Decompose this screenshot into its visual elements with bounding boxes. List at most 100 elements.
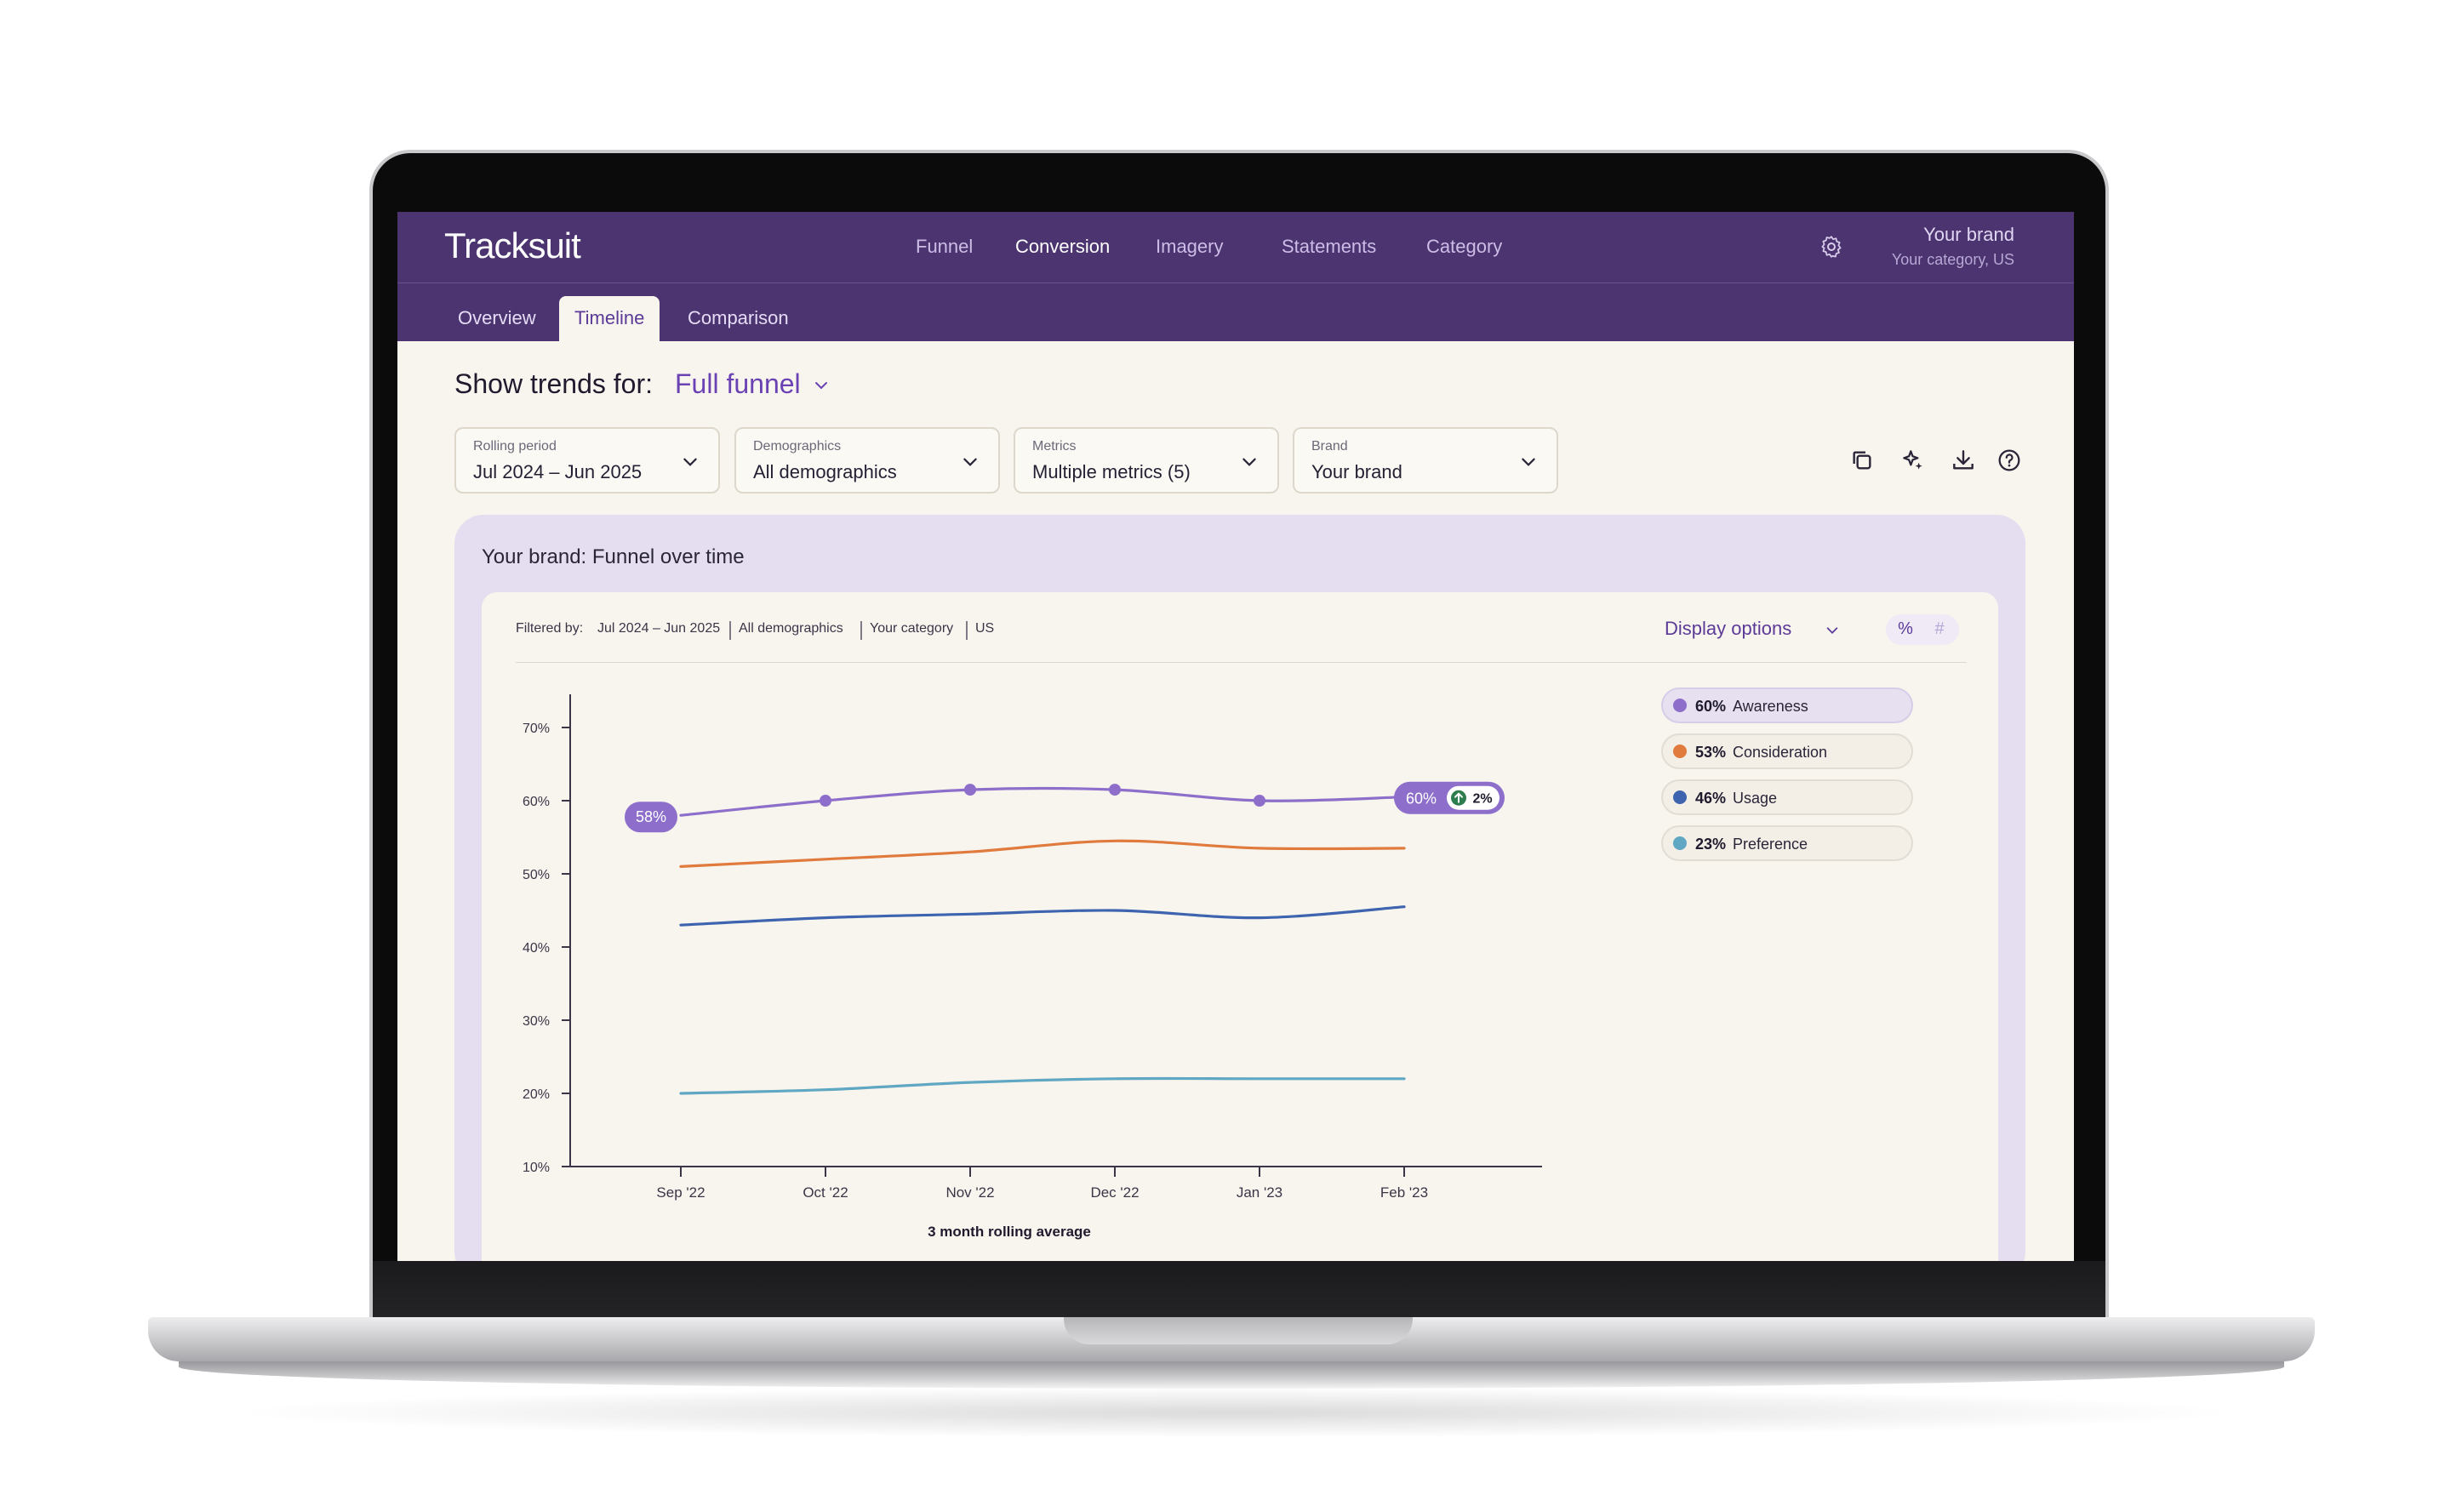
- x-tick-label: Dec '22: [1090, 1184, 1139, 1201]
- funnel-line-chart: 10% 20% 30% 40% 50% 60% 70% Sep '22 Oct '22 Nov '…: [523, 694, 1542, 1240]
- filtered-by-label: Filtered by:: [516, 621, 584, 636]
- help-icon[interactable]: [1996, 447, 2023, 474]
- legend-item-preference[interactable]: 23% Preference: [1661, 825, 1913, 861]
- filter-chip-region: US: [975, 621, 995, 636]
- legend-value: 46%: [1695, 790, 1727, 807]
- number-toggle[interactable]: #: [1934, 619, 1945, 638]
- filter-label: Demographics: [753, 439, 842, 454]
- brand-subtitle: Your category, US: [1891, 251, 2014, 268]
- nav-item-funnel[interactable]: Funnel: [916, 236, 974, 257]
- up-arrow-glyph: [1454, 792, 1463, 803]
- tab-timeline[interactable]: Timeline: [559, 296, 660, 341]
- top-nav-bar: Tracksuit Funnel Conversion Imagery Stat…: [397, 212, 2074, 283]
- chevron-down-icon[interactable]: [813, 377, 830, 394]
- panel-title: Your brand: Funnel over time: [482, 545, 745, 568]
- legend-label: Consideration: [1733, 744, 1828, 761]
- legend-label: Awareness: [1733, 698, 1808, 715]
- y-tick-label: 50%: [523, 868, 550, 882]
- data-point: [1254, 795, 1265, 807]
- legend-item-awareness[interactable]: 60% Awareness: [1661, 688, 1913, 723]
- display-options-button[interactable]: Display options: [1665, 618, 1792, 639]
- x-tick-label: Jan '23: [1237, 1184, 1282, 1201]
- legend-value: 60%: [1695, 698, 1727, 715]
- start-value-label: 58%: [636, 808, 666, 825]
- filter-chip-demographics: All demographics: [739, 621, 843, 636]
- legend-item-consideration[interactable]: 53% Consideration: [1661, 733, 1913, 769]
- series-line-usage: [679, 905, 1406, 927]
- trend-label: Show trends for:: [454, 368, 653, 399]
- legend-swatch: [1673, 836, 1687, 850]
- x-tick-label: Oct '22: [803, 1184, 848, 1201]
- filter-value: All demographics: [753, 461, 897, 482]
- brand-select[interactable]: Brand Your brand: [1293, 427, 1558, 494]
- gear-icon[interactable]: [1819, 234, 1844, 260]
- chevron-down-icon: [1522, 458, 1535, 466]
- filter-chip-category: Your category: [870, 621, 954, 636]
- logo[interactable]: Tracksuit: [444, 225, 581, 265]
- legend-item-usage[interactable]: 46% Usage: [1661, 779, 1913, 815]
- y-tick-label: 30%: [523, 1014, 550, 1029]
- legend-swatch: [1673, 699, 1687, 712]
- data-point: [820, 795, 831, 807]
- filter-value: Jul 2024 – Jun 2025: [473, 461, 643, 482]
- sub-tab-bar: Overview Timeline Comparison: [397, 283, 2074, 341]
- brand-switcher[interactable]: Your brand Your category, US: [1892, 224, 2014, 269]
- percent-toggle[interactable]: %: [1898, 619, 1913, 638]
- filter-label: Metrics: [1032, 439, 1077, 454]
- trend-selector[interactable]: Full funnel: [675, 368, 801, 399]
- legend-label: Usage: [1733, 790, 1778, 807]
- y-tick-label: 10%: [523, 1161, 550, 1175]
- rolling-period-select[interactable]: Rolling period Jul 2024 – Jun 2025: [454, 427, 720, 494]
- demographics-select[interactable]: Demographics All demographics: [734, 427, 1000, 494]
- series-line-awareness: [679, 786, 1406, 817]
- end-value-label: 60%: [1406, 790, 1437, 807]
- copy-icon[interactable]: [1848, 447, 1876, 474]
- nav-item-imagery[interactable]: Imagery: [1156, 236, 1224, 257]
- filter-label: Brand: [1311, 439, 1348, 454]
- laptop-bezel: [373, 1261, 2105, 1321]
- laptop-base-lip: [179, 1358, 2284, 1389]
- x-tick-label: Feb '23: [1380, 1184, 1428, 1201]
- legend-swatch: [1673, 790, 1687, 804]
- laptop-notch: [1064, 1317, 1413, 1344]
- x-axis-label: 3 month rolling average: [928, 1224, 1091, 1240]
- metrics-select[interactable]: Metrics Multiple metrics (5): [1014, 427, 1279, 494]
- nav-item-conversion[interactable]: Conversion: [1015, 236, 1111, 257]
- chevron-down-icon[interactable]: [1825, 623, 1840, 638]
- divider: [966, 621, 968, 640]
- filter-label: Rolling period: [473, 439, 557, 454]
- tab-comparison[interactable]: Comparison: [688, 307, 789, 328]
- brand-name: Your brand: [1923, 224, 2014, 245]
- legend-value: 53%: [1695, 744, 1727, 761]
- y-tick-label: 20%: [523, 1087, 550, 1102]
- laptop-shadow: [221, 1387, 2247, 1438]
- download-icon[interactable]: [1950, 447, 1977, 474]
- legend-label: Preference: [1733, 836, 1808, 853]
- start-value-pill: [625, 802, 677, 833]
- divider: [729, 621, 731, 640]
- filter-chip-period: Jul 2024 – Jun 2025: [597, 621, 721, 636]
- data-point: [1109, 784, 1121, 796]
- sparkle-icon[interactable]: [1899, 447, 1927, 474]
- chart-card: Filtered by: Jul 2024 – Jun 2025 All dem…: [482, 592, 1998, 1261]
- divider: [860, 621, 862, 640]
- data-point: [964, 784, 976, 796]
- chevron-down-icon: [683, 458, 697, 466]
- change-value: 2%: [1472, 792, 1492, 807]
- main-nav: Funnel Conversion Imagery Statements Cat…: [397, 236, 2074, 261]
- series-line-preference: [679, 1076, 1406, 1095]
- nav-item-statements[interactable]: Statements: [1282, 236, 1377, 257]
- x-tick-label: Sep '22: [656, 1184, 705, 1201]
- legend-swatch: [1673, 745, 1687, 758]
- divider: [516, 662, 1967, 663]
- chevron-down-icon: [963, 458, 977, 466]
- legend-value: 23%: [1695, 836, 1727, 853]
- y-tick-label: 70%: [523, 722, 550, 736]
- nav-item-category[interactable]: Category: [1426, 236, 1503, 257]
- unit-toggle: % #: [1886, 614, 1959, 645]
- y-tick-label: 60%: [523, 795, 550, 809]
- tab-overview[interactable]: Overview: [458, 307, 536, 328]
- x-tick-label: Nov '22: [945, 1184, 994, 1201]
- filter-value: Your brand: [1311, 461, 1402, 482]
